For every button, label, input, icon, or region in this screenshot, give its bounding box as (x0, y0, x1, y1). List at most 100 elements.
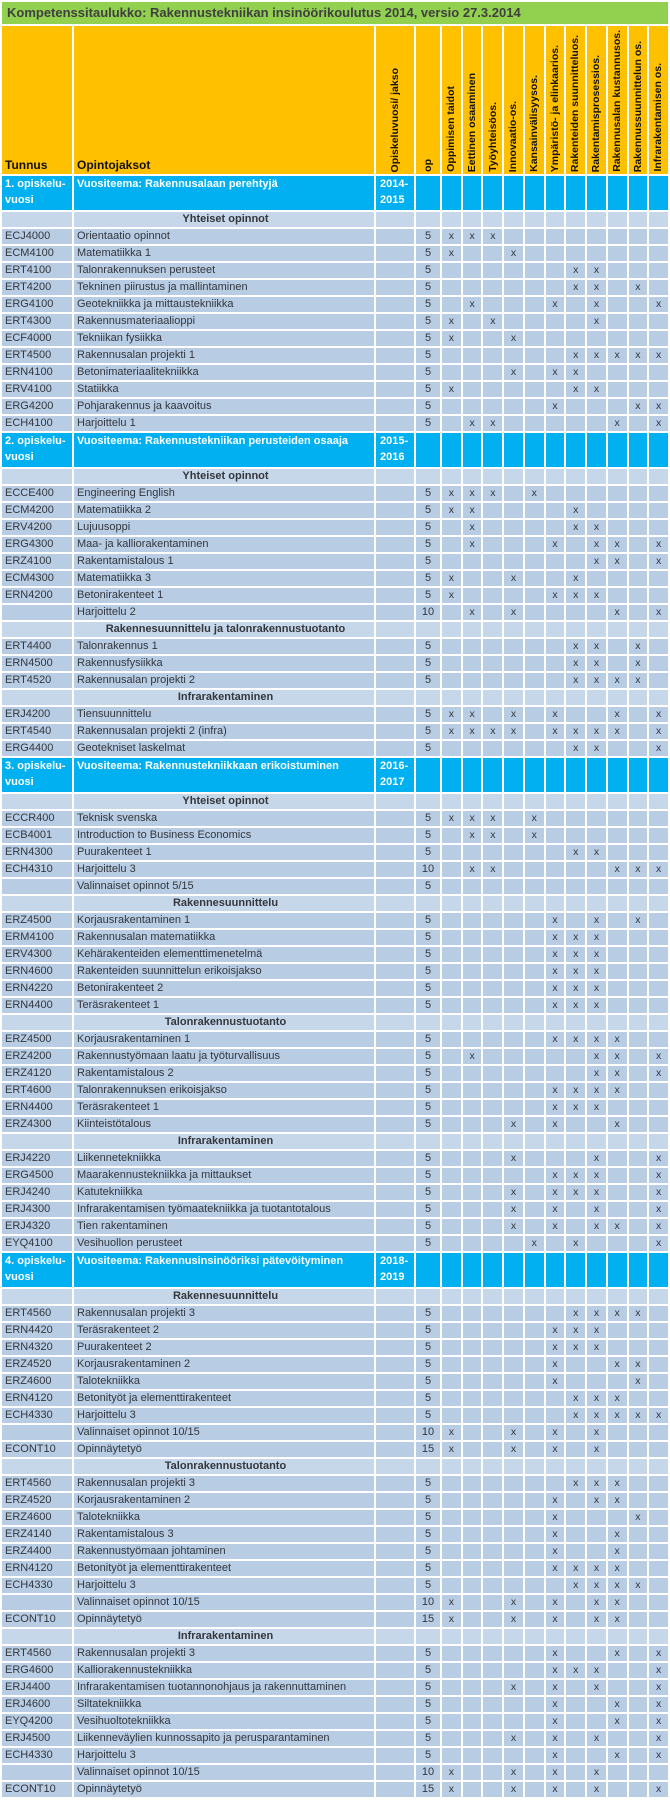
competence-mark-O (442, 1561, 461, 1576)
section-mark-cell-T (483, 896, 503, 911)
competence-mark-O (442, 981, 461, 996)
course-credits: 5 (416, 656, 440, 671)
competence-mark-RSu (628, 1202, 648, 1217)
course-name: Valinnaiset opinnot 10/15 (74, 1595, 374, 1610)
competence-mark-T (483, 1408, 503, 1423)
competence-mark-RSu: x (628, 1357, 648, 1372)
course-period-cell (376, 845, 414, 860)
competence-mark-K (524, 1765, 544, 1780)
competence-mark-RS (566, 1765, 586, 1780)
competence-mark-E (462, 1595, 482, 1610)
course-row: ERT4200 Tekninen piirustus ja mallintamin… (2, 280, 668, 295)
section-op-cell (416, 1015, 440, 1030)
competence-mark-RK: x (607, 348, 627, 363)
competence-mark-T: x (483, 416, 503, 431)
section-code-cell (2, 1289, 72, 1304)
section-mark-cell-Y (545, 896, 565, 911)
course-code: ERJ4240 (2, 1185, 72, 1200)
competence-mark-I (504, 879, 523, 894)
competence-mark-I (504, 1357, 523, 1372)
year-mark-cell-T (483, 433, 503, 467)
competence-mark-RSu (628, 331, 648, 346)
competence-mark-K (524, 1680, 544, 1695)
competence-mark-Y (545, 503, 565, 518)
course-code: ERN4420 (2, 1323, 72, 1338)
course-name: Rakennusalan projekti 3 (74, 1306, 374, 1321)
competence-mark-T (483, 503, 503, 518)
course-row: ERJ4400 Infrarakentamisen tuotannonohjaus… (2, 1680, 668, 1695)
competence-mark-IN (649, 280, 668, 295)
competence-mark-RSu: x (628, 1374, 648, 1389)
section-mark-cell-K (524, 622, 544, 637)
course-credits: 5 (416, 1510, 440, 1525)
year-mark-cell-I (504, 176, 523, 210)
competence-mark-RSu (628, 1527, 648, 1542)
section-mark-cell-IN (649, 896, 668, 911)
competence-mark-RK (607, 1185, 627, 1200)
competence-mark-E: x (462, 520, 482, 535)
competence-mark-T (483, 246, 503, 261)
course-credits: 5 (416, 1100, 440, 1115)
competence-mark-E: x (462, 724, 482, 739)
competence-mark-O: x (442, 588, 461, 603)
course-name: Harjoittelu 3 (74, 862, 374, 877)
course-name: Talotekniikka (74, 1374, 374, 1389)
competence-mark-I (504, 947, 523, 962)
competence-mark-O: x (442, 707, 461, 722)
competence-mark-RS (566, 1714, 586, 1729)
competence-mark-IN (649, 828, 668, 843)
course-row: ERJ4600 Siltatekniikka 5 x x x (2, 1697, 668, 1712)
competence-mark-K (524, 1100, 544, 1115)
competence-mark-IN: x (649, 1066, 668, 1081)
course-name: Siltatekniikka (74, 1697, 374, 1712)
competence-mark-RP: x (587, 1408, 606, 1423)
competence-mark-O (442, 1185, 461, 1200)
course-period-cell (376, 1323, 414, 1338)
section-mark-cell-RS (566, 1134, 586, 1149)
competence-mark-O (442, 1357, 461, 1372)
competence-mark-RS (566, 537, 586, 552)
competence-mark-RP: x (587, 1680, 606, 1695)
competence-mark-RS (566, 1049, 586, 1064)
course-name: Betonirakenteet 1 (74, 588, 374, 603)
section-code-cell (2, 469, 72, 484)
competence-mark-RK (607, 1323, 627, 1338)
competence-mark-Y: x (545, 1083, 565, 1098)
competence-mark-K (524, 520, 544, 535)
competence-mark-RP (587, 365, 606, 380)
competence-mark-RK: x (607, 1306, 627, 1321)
competence-mark-RP: x (587, 1595, 606, 1610)
competence-mark-K (524, 1510, 544, 1525)
competence-mark-IN (649, 1578, 668, 1593)
competence-mark-RP: x (587, 1219, 606, 1234)
competence-mark-K (524, 1561, 544, 1576)
course-code: ERZ4600 (2, 1510, 72, 1525)
competence-mark-I: x (504, 724, 523, 739)
competence-mark-RP (587, 1697, 606, 1712)
competence-mark-K (524, 605, 544, 620)
competence-mark-O (442, 913, 461, 928)
competence-mark-T (483, 1510, 503, 1525)
competence-mark-RS (566, 416, 586, 431)
competence-mark-T (483, 1612, 503, 1627)
course-credits: 5 (416, 1340, 440, 1355)
competence-mark-RP (587, 503, 606, 518)
competence-mark-I (504, 1544, 523, 1559)
competence-mark-I: x (504, 1680, 523, 1695)
competence-mark-RP (587, 229, 606, 244)
section-mark-cell-IN (649, 690, 668, 705)
competence-mark-RS: x (566, 503, 586, 518)
section-mark-cell-RK (607, 1629, 627, 1644)
competence-mark-RP: x (587, 998, 606, 1013)
competence-mark-E (462, 947, 482, 962)
competence-mark-O (442, 1527, 461, 1542)
competence-mark-RP: x (587, 741, 606, 756)
section-mark-cell-RK (607, 1459, 627, 1474)
competence-mark-O (442, 1391, 461, 1406)
course-period-cell (376, 707, 414, 722)
section-mark-cell-E (462, 794, 482, 809)
section-mark-cell-T (483, 622, 503, 637)
course-code: ERT4560 (2, 1306, 72, 1321)
